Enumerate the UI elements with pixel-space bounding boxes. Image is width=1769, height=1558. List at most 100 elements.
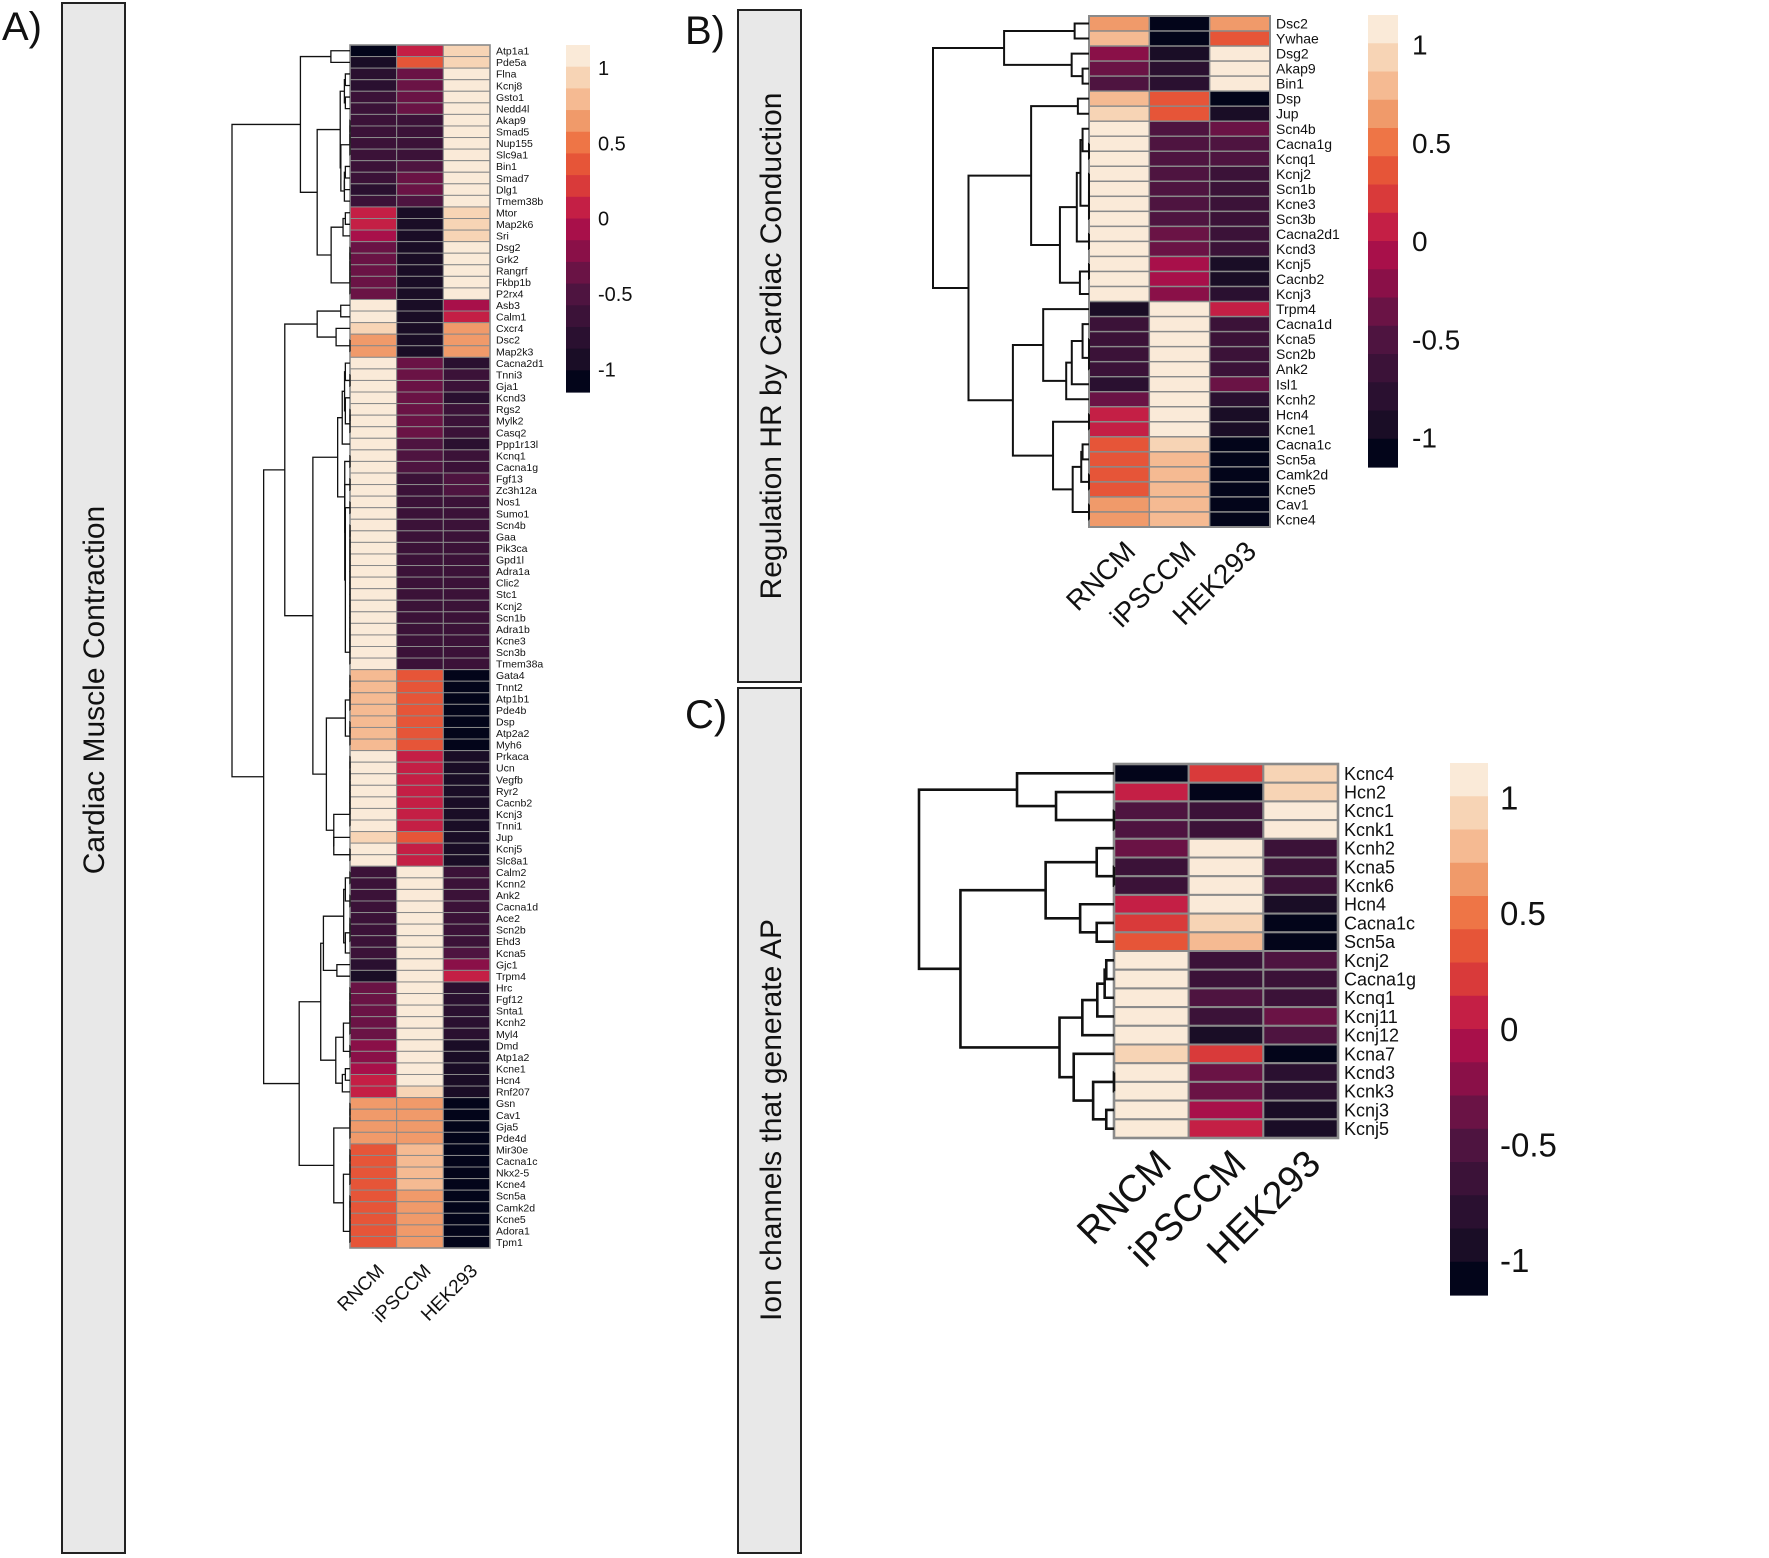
heatmap-cell [442,113,491,127]
heatmap-cell [349,646,398,659]
heatmap-cell [396,298,444,312]
heatmap-cell [349,703,398,717]
gene-label: Kcnj3 [1344,1100,1389,1120]
heatmap-cell [349,252,398,266]
gene-label: Scn5a [1276,451,1316,467]
gene-label: Stc1 [496,589,517,601]
gene-label: Hrc [496,983,512,995]
heatmap-cell [1148,15,1211,32]
heatmap-cell [1088,255,1151,273]
row-dendrogram [344,877,350,902]
heatmap-cell [396,1085,444,1099]
heatmap-cell [442,900,491,914]
heatmap-cell [349,865,398,879]
heatmap-cell [349,171,398,185]
row-dendrogram [1058,1016,1083,1079]
row-dendrogram [333,836,350,856]
heatmap-border [1112,762,1340,1140]
heatmap-cell [349,495,398,509]
heatmap-cell [349,460,398,474]
row-dendrogram [341,1073,350,1093]
heatmap-cell [442,680,491,694]
heatmap-cell [396,275,444,289]
heatmap-cell [396,750,444,763]
heatmap-cell [396,784,444,798]
heatmap-cell [349,1143,398,1156]
heatmap-cell [1113,1080,1190,1102]
heatmap-cell [396,1224,444,1237]
gene-label: Cacna1c [1276,436,1331,452]
heatmap-cell [349,507,398,520]
legend-tick: 0 [598,209,609,231]
row-dendrogram [316,310,341,338]
gene-label: Atp1a2 [496,1052,529,1064]
heatmap-cell [349,1120,398,1133]
heatmap-cell [1088,345,1151,363]
legend-swatch [1368,71,1398,101]
legend-swatch [1450,962,1488,997]
gene-label: Clic2 [496,578,519,590]
legend-tick: 0.5 [1412,128,1451,159]
gene-label: Pik3ca [496,543,528,555]
legend-tick: 0 [1500,1011,1518,1048]
gene-label: Dlg1 [496,184,518,196]
row-dendrogram [343,171,350,191]
heatmap-cell [349,773,398,786]
legend-tick: -0.5 [598,284,632,306]
gene-label: Zc3h12a [496,485,537,497]
legend-swatch [1368,43,1398,73]
gene-label: Mtor [496,208,518,220]
row-dendrogram [1030,105,1078,246]
heatmap-cell [396,634,444,647]
heatmap-cell [349,576,398,590]
heatmap-cell [1208,360,1271,378]
gene-label: Vegfb [496,774,523,786]
heatmap-cell [442,218,491,231]
row-dendrogram [1091,1080,1114,1121]
heatmap-cell [442,206,491,220]
gene-label: Dsp [496,716,515,728]
heatmap-cell [442,761,491,775]
gene-label: Smad5 [496,127,529,139]
heatmap-cell [349,218,398,231]
heatmap-cell [396,541,444,555]
heatmap-cell [349,622,398,636]
heatmap-cell [349,310,398,324]
heatmap-cell [442,958,491,971]
row-dendrogram [932,46,1005,289]
gene-label: Kcnc1 [1344,801,1394,821]
legend-swatch [1450,1029,1488,1063]
gene-label: Cxcr4 [496,323,524,335]
legend-swatch [566,66,590,89]
heatmap-cell [1187,912,1265,934]
heatmap-cell [1208,225,1271,243]
heatmap-cell [442,796,491,809]
gene-label: Calm2 [496,867,527,879]
heatmap-cell [442,935,491,948]
gene-label: Tmem38a [496,659,543,671]
heatmap-cell [442,275,491,289]
heatmap-cell [349,888,398,902]
heatmap-cell [349,854,398,867]
gene-label: Kcnj12 [1344,1026,1399,1046]
heatmap-cell [1208,466,1271,483]
heatmap-cell [349,1004,398,1018]
gene-label: Hcn4 [496,1075,521,1087]
panel-c-band [737,687,802,1554]
heatmap-cell [1088,120,1151,137]
heatmap-cell [1262,1006,1340,1027]
heatmap-cell [442,518,491,532]
gene-label: Kcnj5 [1344,1119,1389,1139]
heatmap-cell [1262,1080,1340,1102]
gene-label: Kcnk1 [1344,820,1394,840]
heatmap-cell [396,588,444,601]
gene-label: Scn3b [1276,211,1316,227]
heatmap-cell [442,588,491,601]
heatmap-cell [442,194,491,208]
heatmap-cell [1262,781,1340,803]
gene-label: Scn4b [496,520,526,532]
heatmap-cell [442,287,491,300]
heatmap-cell [442,310,491,324]
heatmap-cell [1148,255,1211,273]
heatmap-cell [1208,285,1271,303]
